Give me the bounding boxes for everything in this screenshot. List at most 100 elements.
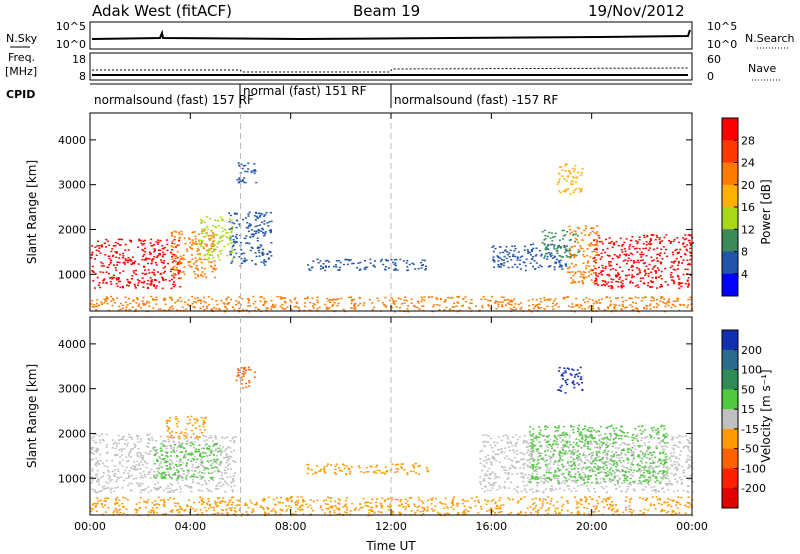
nave-tick-bottom: 0 [707, 70, 714, 83]
velocity-ylabel: Slant Range [km] [25, 364, 39, 468]
scatter-region-6 [529, 424, 669, 485]
colorbar-swatch [722, 330, 738, 351]
colorbar-swatch [722, 207, 738, 230]
y-tick-label: 4000 [58, 338, 86, 351]
nave-label: Nave [748, 62, 776, 75]
power-panel [89, 112, 694, 313]
colorbar-tick-label: 28 [741, 134, 755, 147]
y-tick-label: 1000 [58, 268, 86, 281]
freq-tick-top: 18 [72, 53, 86, 66]
colorbar-swatch [722, 229, 738, 252]
scatter-region-7 [557, 366, 584, 394]
scatter-region-5 [307, 258, 427, 272]
colorbar-swatch [722, 184, 738, 208]
colorbar-swatch [722, 448, 738, 469]
scatter-region-6 [491, 243, 568, 272]
nave-tick-top: 60 [707, 53, 721, 66]
colorbar-tick-label: 100 [741, 364, 762, 377]
freq-label-1: Freq. [8, 51, 35, 64]
x-tick-label: 00:00 [676, 520, 708, 533]
colorbar-swatch [722, 389, 738, 410]
power-panel-frame [89, 112, 693, 312]
colorbar-swatch [722, 349, 738, 371]
freq-panel-frame [89, 52, 693, 81]
scatter-region-9 [591, 234, 694, 289]
colorbar-swatch [722, 468, 738, 489]
colorbar-tick-label: 12 [741, 223, 755, 236]
date-title: 19/Nov/2012 [588, 2, 685, 20]
cpid-segment-2: normal (fast) 151 RF [243, 84, 367, 98]
nsearch-tick-bottom: 10^0 [707, 38, 737, 51]
colorbar-tick-label: -100 [741, 462, 766, 475]
velocity-panel [89, 316, 694, 517]
colorbar-tick-label: -15 [741, 423, 759, 436]
colorbar-swatch [722, 251, 738, 275]
nsky-label: N.Sky [6, 32, 38, 45]
colorbar-swatch [722, 140, 738, 163]
y-tick-label: 2000 [58, 427, 86, 440]
nave-trace [92, 67, 689, 73]
colorbar-swatch [722, 118, 738, 141]
power-colorbar: 28 24 20 16 12 8 4 [721, 117, 755, 297]
velocity-panel-frame [89, 316, 693, 516]
scatter-region-1 [170, 229, 218, 279]
velocity-colorbar: 200 100 50 15 -15 -50 -100 -200 [721, 329, 766, 509]
x-tick-label: 04:00 [174, 520, 206, 533]
axes: 1000 2000 3000 4000 1000 2000 3000 4000 00:00 04:… [58, 113, 708, 533]
x-tick-label: 08:00 [275, 520, 307, 533]
colorbar-tick-label: 15 [741, 403, 755, 416]
x-axis-label: Time UT [365, 539, 416, 553]
scatter-region-2 [198, 216, 234, 261]
colorbar-tick-label: 200 [741, 344, 762, 357]
colorbar-tick-label: -200 [741, 482, 766, 495]
colorbar-tick-label: 50 [741, 383, 755, 396]
beam-title: Beam 19 [353, 2, 420, 20]
cpid-segment-1: normalsound (fast) 157 RF [94, 93, 254, 107]
nsky-trace [91, 29, 691, 41]
freq-tick-bottom: 8 [79, 70, 86, 83]
nsearch-label: N.Search [745, 32, 795, 45]
cpid-label: CPID [6, 88, 35, 101]
scatter-region-0 [90, 433, 237, 494]
colorbar-swatch [722, 162, 738, 186]
scatter-region-8 [566, 225, 599, 285]
scatter-region-7 [541, 229, 581, 258]
colorbar-swatch [722, 428, 738, 450]
colorbar-swatch [722, 409, 738, 430]
colorbar-tick-label: 24 [741, 157, 755, 170]
nsky-tick-top: 10^5 [56, 20, 86, 33]
scatter-region-4 [236, 162, 258, 184]
y-tick-label: 1000 [58, 472, 86, 485]
y-tick-label: 4000 [58, 134, 86, 147]
nsearch-tick-top: 10^5 [707, 20, 737, 33]
scatter-region-2 [153, 442, 222, 480]
colorbar-tick-label: 4 [741, 268, 748, 281]
nsky-tick-bottom: 10^0 [56, 38, 86, 51]
scatter-region-0 [90, 238, 182, 290]
colorbar-tick-label: 20 [741, 179, 755, 192]
scatter-region-11 [90, 295, 694, 313]
velocity-colorbar-label: Velocity [m s⁻¹] [759, 369, 773, 462]
colorbar-swatch [722, 273, 738, 297]
nsky-panel-frame [89, 21, 693, 50]
y-tick-label: 3000 [58, 179, 86, 192]
x-tick-label: 12:00 [375, 520, 407, 533]
radar-title: Adak West (fitACF) [92, 2, 232, 20]
x-tick-label: 16:00 [475, 520, 507, 533]
scatter-region-3 [228, 211, 273, 267]
colorbar-swatch [722, 369, 738, 390]
scatter-region-10 [556, 163, 584, 195]
freq-label-2: [MHz] [5, 65, 37, 78]
scatter-region-3 [306, 462, 430, 476]
power-colorbar-label: Power [dB] [759, 179, 773, 244]
y-tick-label: 3000 [58, 383, 86, 396]
y-tick-label: 2000 [58, 223, 86, 236]
colorbar-swatch [722, 488, 738, 509]
colorbar-tick-label: -50 [741, 443, 759, 456]
scatter-region-4 [235, 366, 256, 389]
velocity-scatter-marks [90, 366, 694, 517]
colorbar-tick-label: 16 [741, 201, 755, 214]
colorbar-tick-label: 8 [741, 246, 748, 259]
x-tick-label: 20:00 [576, 520, 608, 533]
